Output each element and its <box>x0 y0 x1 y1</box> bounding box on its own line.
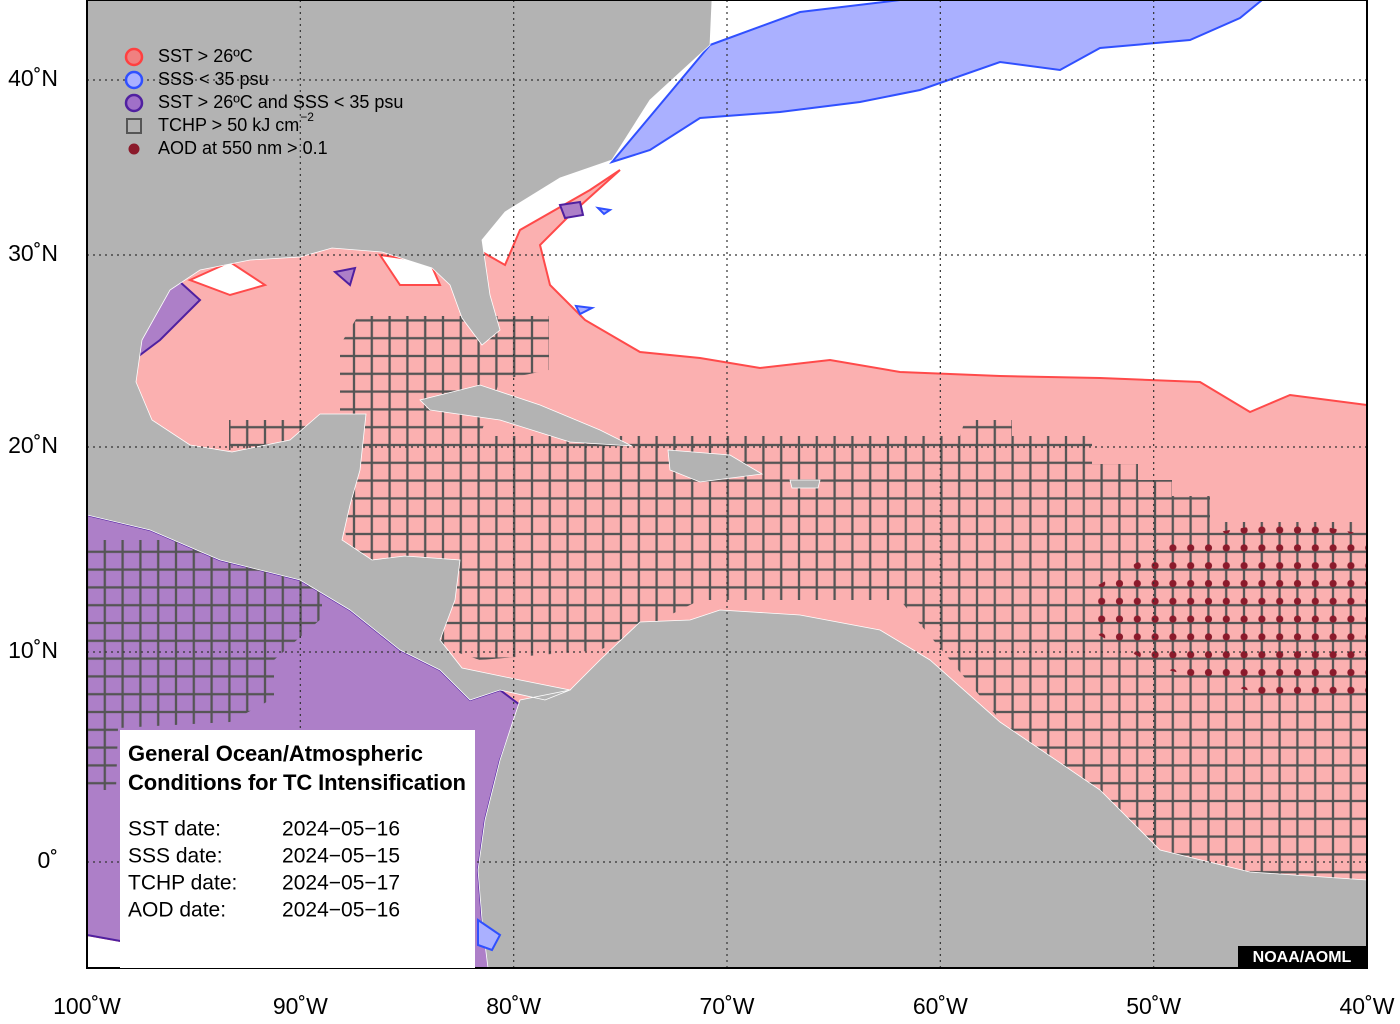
x-tick-label: 70˚W <box>700 993 755 1019</box>
date-label: SST date: <box>128 818 221 841</box>
credit-box <box>1238 946 1367 968</box>
date-value: 2024−05−16 <box>282 818 400 841</box>
tchp-region <box>87 316 1367 918</box>
legend-label: TCHP > 50 kJ cm <box>158 115 299 135</box>
x-tick-label: 50˚W <box>1126 993 1181 1019</box>
coast-blue <box>477 206 613 952</box>
date-label: AOD date: <box>128 899 226 922</box>
date-label: TCHP date: <box>128 872 237 895</box>
legend-marker <box>126 118 142 134</box>
info-dates: SST date: 2024−05−16 SSS date: 2024−05−15 TC… <box>128 818 400 922</box>
y-tick-label: 40˚N <box>8 65 58 91</box>
legend-marker <box>124 70 144 90</box>
y-tick-label: 0˚ <box>38 847 58 873</box>
info-box <box>120 730 475 968</box>
x-tick-label: 40˚W <box>1340 993 1395 1019</box>
date-label: SSS date: <box>128 845 223 868</box>
legend: SST > 26ºC SSS < 35 psu SST > 26ºC and SSS… <box>124 46 403 158</box>
legend-marker <box>124 93 144 113</box>
x-tick-label: 90˚W <box>273 993 328 1019</box>
legend-marker <box>128 143 140 155</box>
x-tick-label: 100˚W <box>53 993 121 1019</box>
info-title: General Ocean/Atmospheric <box>128 741 423 766</box>
land <box>87 0 1367 968</box>
y-tick-label: 20˚N <box>8 432 58 458</box>
x-tick-label: 60˚W <box>913 993 968 1019</box>
y-tick-label: 30˚N <box>8 240 58 266</box>
legend-superscript: −2 <box>300 110 314 124</box>
legend-label: SSS < 35 psu <box>158 69 269 89</box>
legend-label: SST > 26ºC <box>158 46 253 66</box>
date-value: 2024−05−16 <box>282 899 400 922</box>
legend-label: SST > 26ºC and SSS < 35 psu <box>158 92 403 112</box>
x-tick-label: 80˚W <box>486 993 541 1019</box>
date-value: 2024−05−17 <box>282 872 400 895</box>
y-tick-label: 10˚N <box>8 637 58 663</box>
sss-region <box>609 0 1264 164</box>
credit: NOAA/AOML <box>1253 949 1352 966</box>
info-title: Conditions for TC Intensification <box>128 770 466 795</box>
date-value: 2024−05−15 <box>282 845 400 868</box>
legend-label: AOD at 550 nm > 0.1 <box>158 138 328 158</box>
legend-marker <box>124 47 144 67</box>
map-frame <box>86 0 1368 969</box>
